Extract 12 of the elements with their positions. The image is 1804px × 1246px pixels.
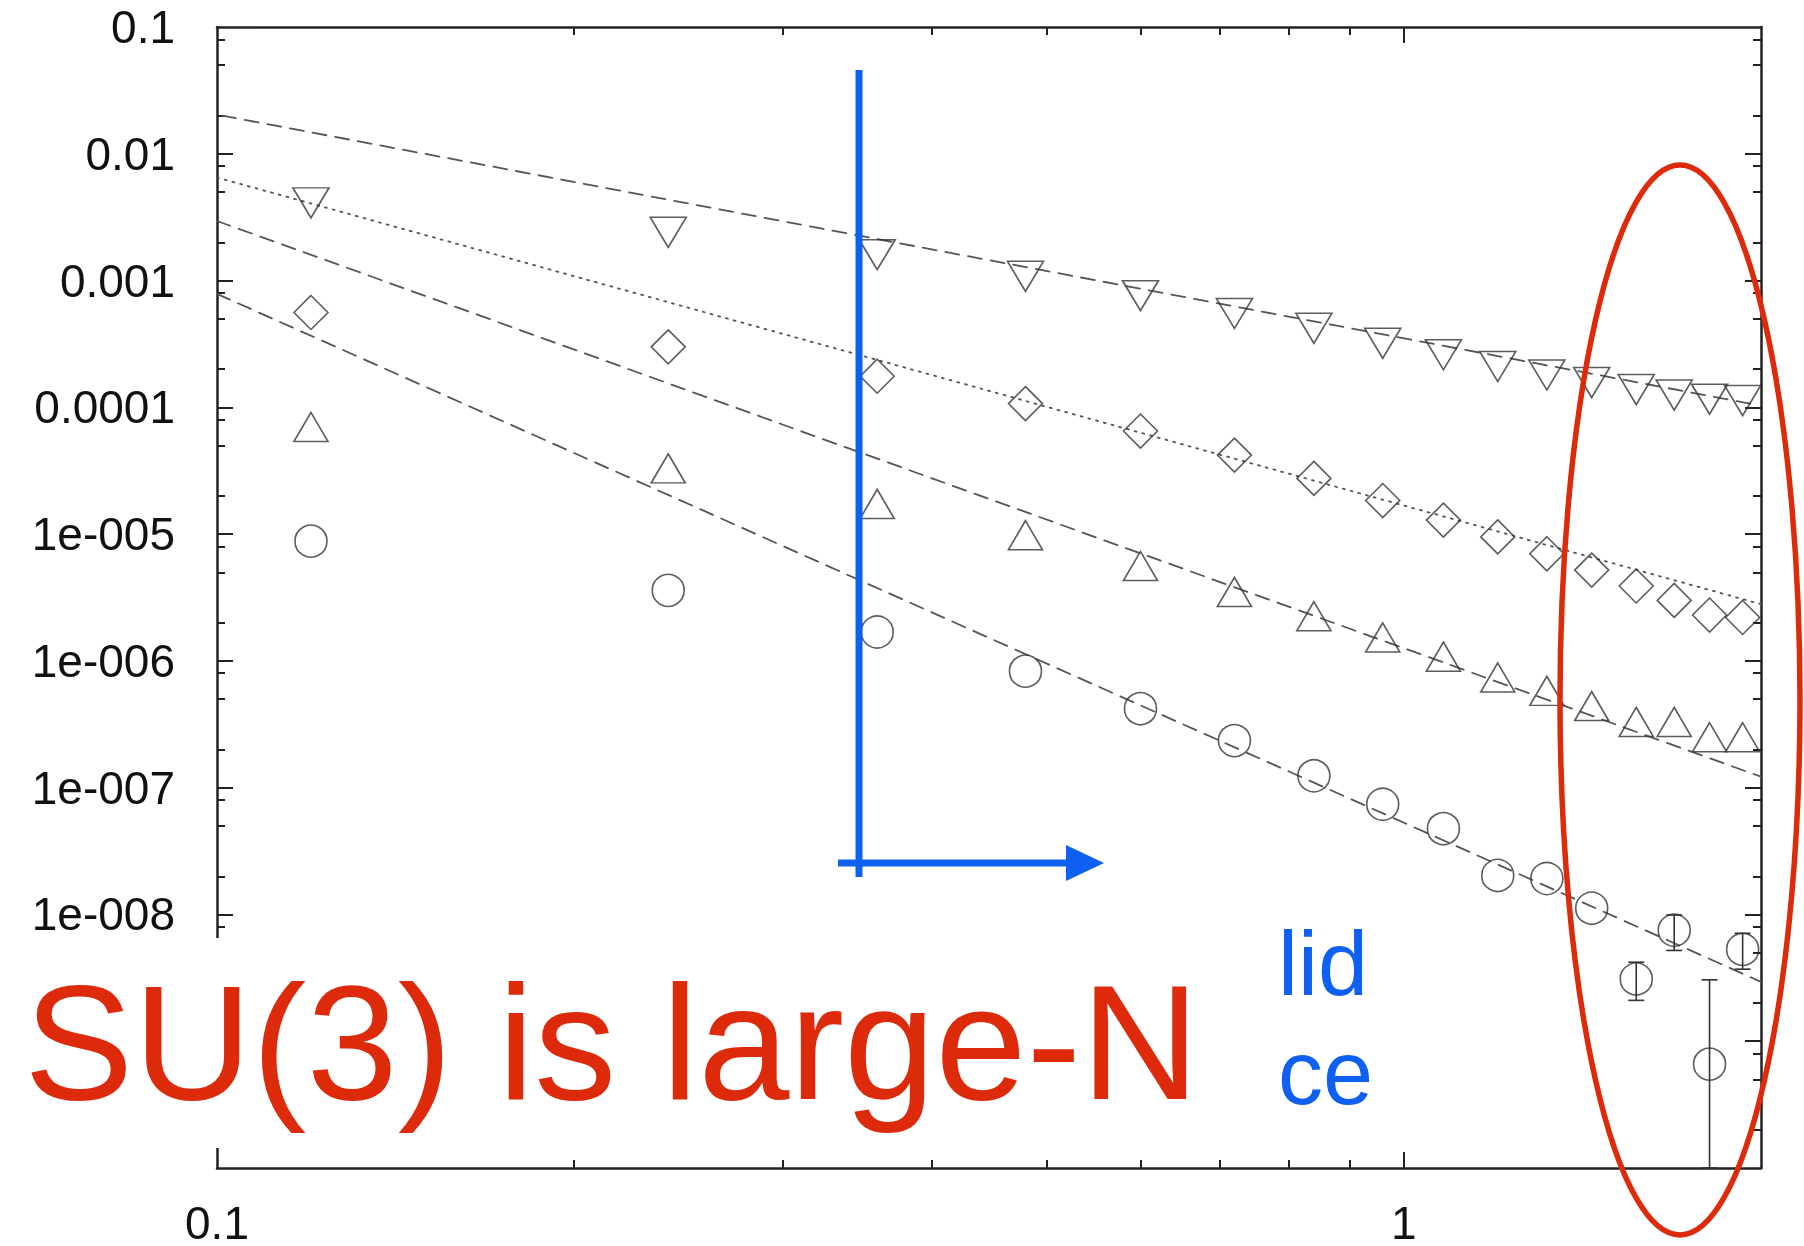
y-tick-label: 0.0001 <box>34 381 175 434</box>
y-tick-label: 1e-008 <box>31 888 175 941</box>
annotation: lid <box>1278 914 1369 1014</box>
y-tick-label: 0.1 <box>111 1 175 53</box>
annotation: SU(3) is large-N <box>24 951 1200 1134</box>
y-tick-label: 0.001 <box>59 254 175 307</box>
y-tick-label: 1e-005 <box>31 508 175 561</box>
y-tick-label: 1e-007 <box>31 761 175 814</box>
annotation: ce <box>1278 1023 1374 1123</box>
x-tick-label: 1 <box>1390 1197 1417 1246</box>
y-tick-label: 0.01 <box>85 127 175 180</box>
y-tick-label: 1e-006 <box>31 634 175 687</box>
